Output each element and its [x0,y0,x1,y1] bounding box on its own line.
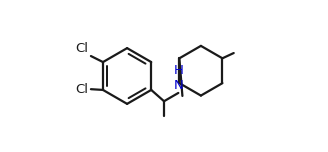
Text: Cl: Cl [76,83,89,96]
Text: H
N: H N [174,64,184,92]
Text: Cl: Cl [76,41,89,55]
